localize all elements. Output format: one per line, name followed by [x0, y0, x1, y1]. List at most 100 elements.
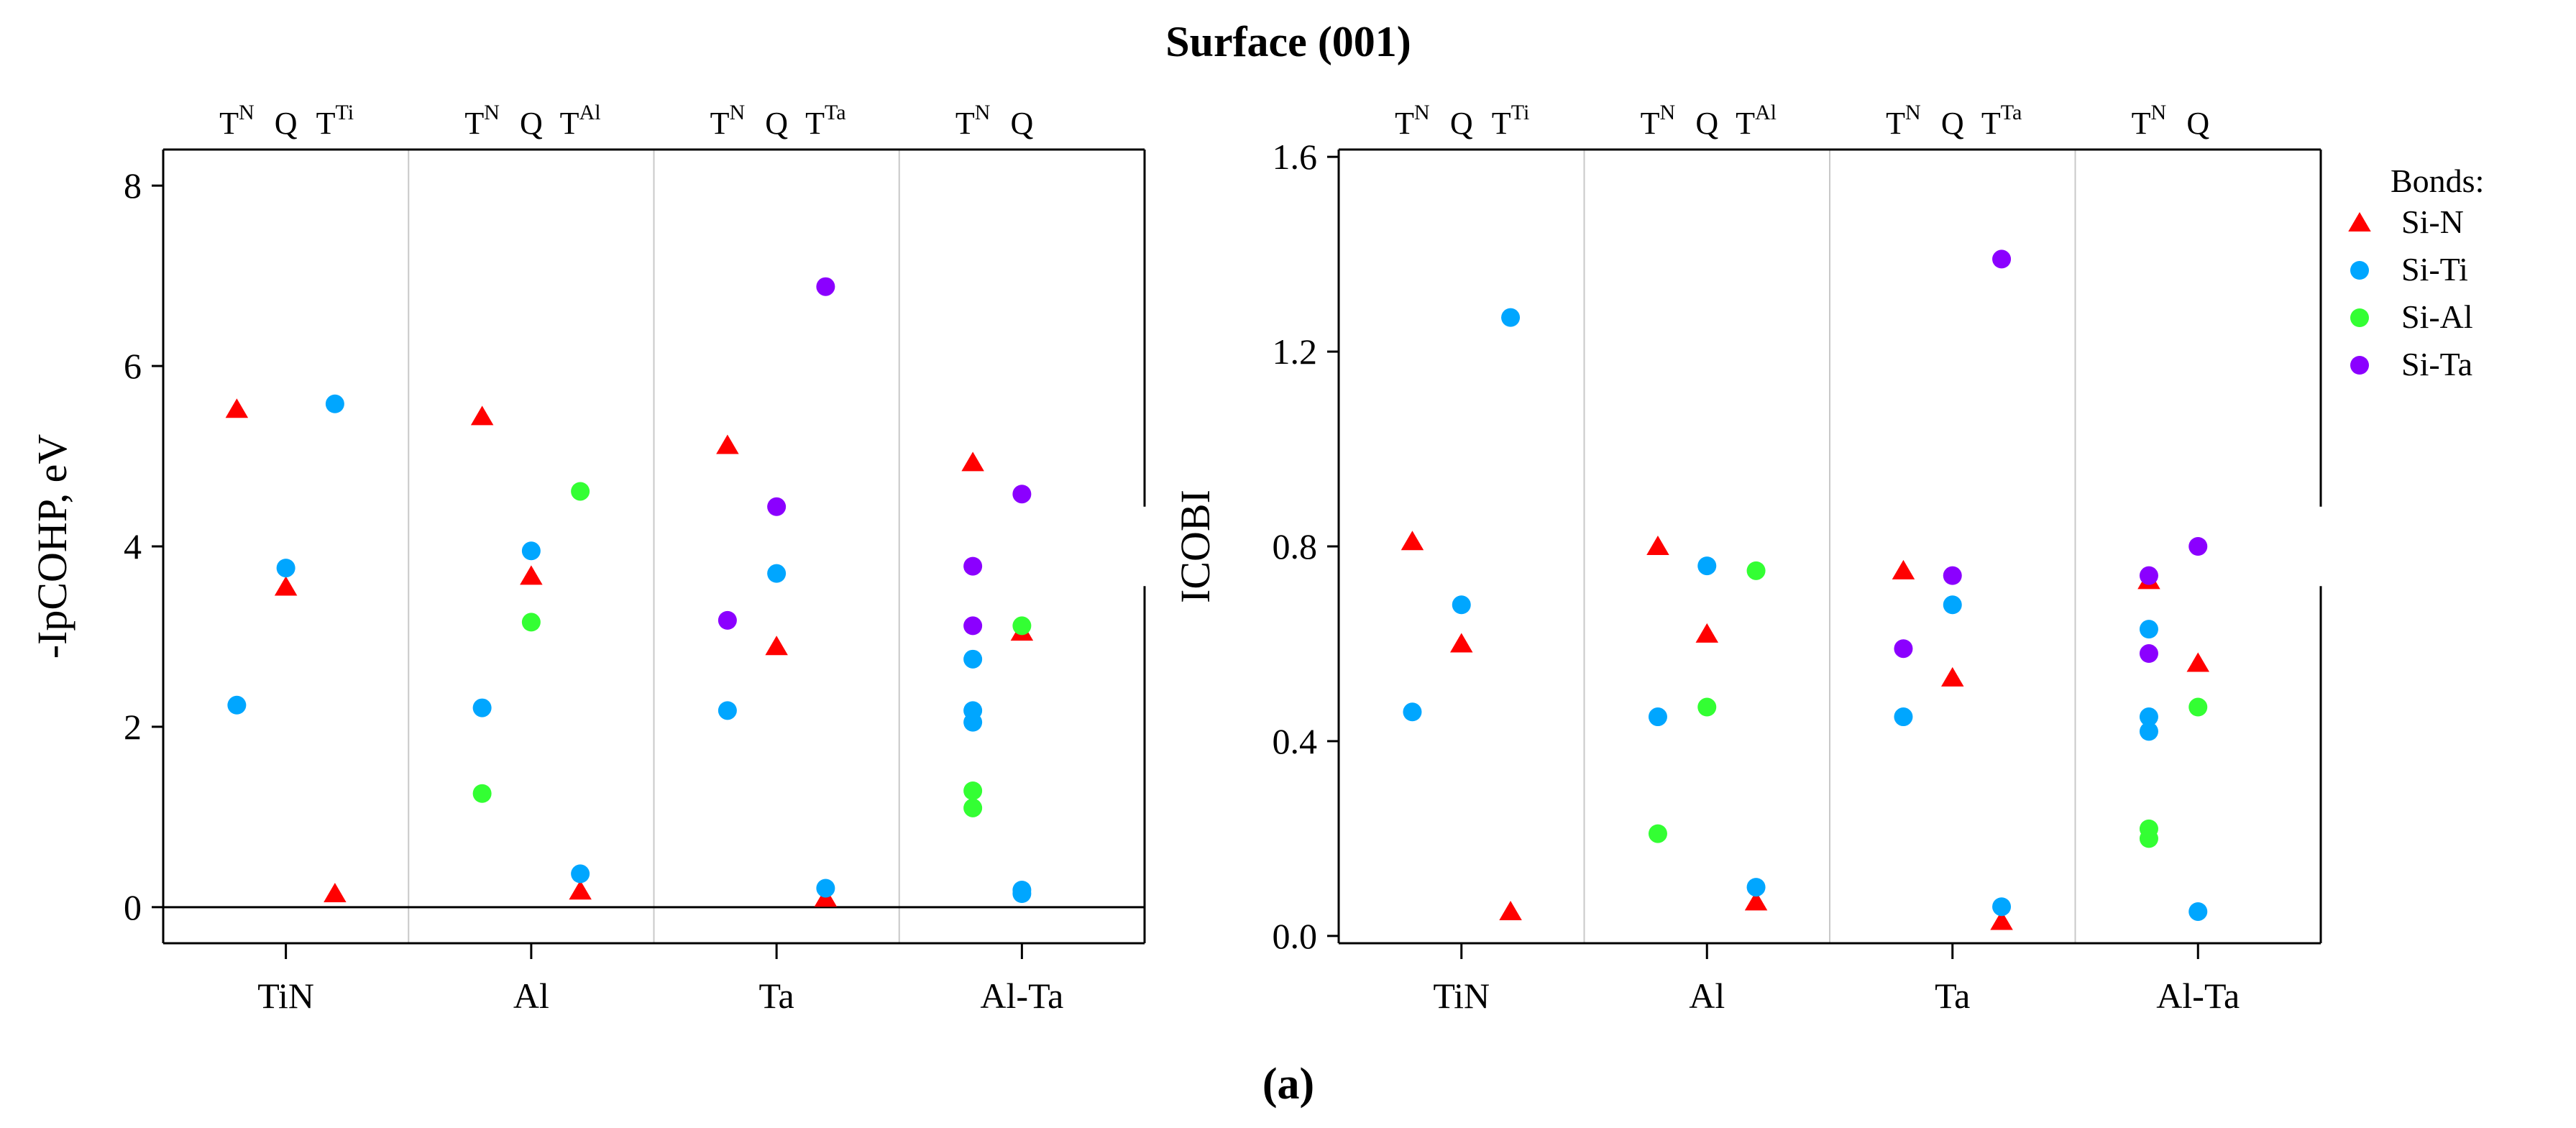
point-si-al: [1697, 697, 1717, 717]
position-label: TTa: [805, 101, 845, 141]
position-label: TTa: [1981, 101, 2022, 141]
position-label: Q: [1695, 106, 1718, 141]
point-si-n: [1941, 666, 1964, 687]
position-label: TN: [1395, 101, 1430, 141]
position-label: Q: [1010, 106, 1033, 141]
y-tick-label: 1.6: [1273, 137, 1318, 177]
position-label: TN: [710, 101, 746, 141]
position-label: Q: [275, 106, 298, 141]
position-label: Q: [2186, 106, 2209, 141]
point-si-n: [961, 451, 984, 472]
x-tick-label: Al-Ta: [980, 976, 1063, 1016]
position-label: TN: [2132, 101, 2167, 141]
legend-label-si-ta: Si-Ta: [2401, 346, 2472, 382]
legend-marker-si-ta: [2350, 356, 2369, 375]
point-si-ta: [2139, 566, 2158, 585]
position-label: TTi: [1492, 101, 1530, 141]
point-si-ti: [571, 864, 590, 884]
point-si-ti: [276, 559, 295, 578]
point-si-ta: [1943, 566, 1962, 585]
x-tick-label: Al-Ta: [2156, 976, 2240, 1016]
legend-marker-si-al: [2350, 308, 2369, 327]
icobi-panel: 0.0 0.4 0.8 1.2 1.6 ICOBI TiN Al Ta Al-Ta TN Q TTi TN…: [1172, 101, 2322, 1016]
point-si-n: [324, 883, 347, 902]
point-si-ti: [1452, 595, 1471, 615]
point-si-ti: [472, 698, 492, 717]
point-si-ti: [1746, 878, 1766, 897]
x-tick-label: Ta: [759, 976, 794, 1016]
point-si-ti: [718, 701, 737, 720]
point-si-al: [571, 482, 590, 501]
y-tick-label: 0.4: [1273, 721, 1318, 761]
point-si-ta: [1992, 249, 2012, 269]
position-label: TN: [1641, 101, 1676, 141]
y-tick-label: 6: [124, 346, 142, 386]
point-si-ti: [963, 649, 983, 669]
point-si-n: [520, 565, 543, 585]
point-si-n: [1744, 891, 1768, 911]
point-si-n: [1499, 900, 1522, 920]
point-si-al: [472, 784, 492, 803]
point-si-al: [2188, 697, 2208, 717]
legend-marker-si-ti: [2350, 261, 2369, 280]
y-tick-label: 0.0: [1273, 916, 1318, 956]
position-label: TN: [464, 101, 500, 141]
point-si-n: [765, 636, 788, 656]
legend-label-si-n: Si-N: [2401, 203, 2464, 240]
point-si-al: [963, 781, 983, 800]
point-si-ta: [963, 556, 983, 576]
position-label: TN: [219, 101, 255, 141]
point-si-ti: [2139, 722, 2158, 741]
point-si-ti: [1992, 897, 2012, 917]
point-si-al: [1746, 561, 1766, 580]
position-label: Q: [520, 106, 543, 141]
point-si-ta: [1012, 485, 1032, 504]
x-tick-label: TiN: [257, 976, 314, 1016]
legend-marker-si-n: [2348, 212, 2371, 231]
y-axis-label: ICOBI: [1172, 490, 1219, 603]
point-si-al: [963, 798, 983, 817]
point-si-ta: [767, 497, 787, 516]
point-si-n: [716, 434, 739, 454]
point-si-ti: [816, 879, 835, 898]
point-si-n: [1892, 559, 1915, 579]
point-si-ti: [1501, 308, 1521, 327]
point-si-n: [225, 398, 249, 418]
point-si-n: [1450, 633, 1473, 653]
legend-label-si-ti: Si-Ti: [2401, 251, 2468, 288]
point-si-ta: [718, 610, 737, 630]
point-si-ti: [767, 564, 787, 583]
point-si-ti: [1403, 702, 1422, 722]
point-si-ti: [1697, 556, 1717, 576]
point-si-ti: [1012, 884, 1032, 903]
point-si-ti: [521, 541, 541, 561]
point-si-al: [521, 613, 541, 632]
x-tick-label: Ta: [1935, 976, 1970, 1016]
position-label: TAl: [560, 101, 601, 141]
point-si-ti: [1648, 707, 1667, 727]
point-si-n: [569, 880, 592, 900]
point-si-n: [1990, 910, 2013, 930]
y-tick-label: 4: [124, 526, 142, 567]
point-si-al: [1648, 824, 1667, 843]
x-tick-label: Al: [1689, 976, 1725, 1016]
point-si-al: [1012, 616, 1032, 636]
position-label: Q: [1941, 106, 1964, 141]
position-label: TN: [1886, 101, 1921, 141]
point-si-ta: [1894, 639, 1913, 659]
position-label: TN: [955, 101, 991, 141]
point-si-n: [1646, 536, 1669, 555]
point-si-n: [2186, 652, 2209, 672]
point-si-ti: [227, 695, 247, 715]
legend: Bonds: Si-N Si-Ti Si-Al Si-Ta: [2348, 162, 2484, 382]
position-label: TTi: [316, 101, 354, 141]
point-si-ta: [963, 616, 983, 636]
point-si-n: [274, 576, 298, 596]
y-tick-label: 0: [124, 887, 142, 927]
point-si-ta: [2188, 537, 2208, 556]
point-si-ti: [1894, 707, 1913, 727]
caption-label: (a): [1262, 1060, 1314, 1109]
legend-label-si-al: Si-Al: [2401, 298, 2473, 335]
point-si-ti: [2188, 902, 2208, 921]
